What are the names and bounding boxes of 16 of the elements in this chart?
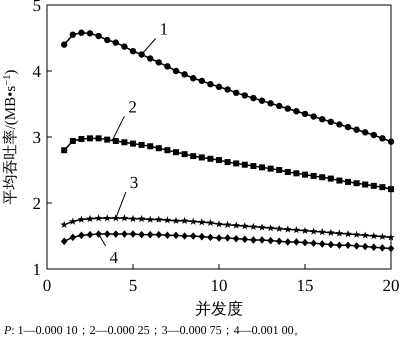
x-axis-title: 并发度 bbox=[195, 300, 243, 318]
annotation: 1 bbox=[160, 20, 168, 38]
annotation: 4 bbox=[110, 248, 119, 268]
y-tick-label: 3 bbox=[32, 128, 41, 147]
text: P: 1—0.000 10；2—0.000 25；3—0.000 75；4—0.001 00。 bbox=[3, 323, 306, 337]
annotation: 2 bbox=[128, 97, 137, 116]
x-tick-label: 10 bbox=[210, 276, 228, 295]
y-tick-label: 2 bbox=[32, 194, 41, 213]
x-tick-label: 20 bbox=[382, 276, 400, 295]
y-tick-label: 5 bbox=[32, 0, 41, 15]
y-tick-label: 4 bbox=[32, 62, 42, 81]
x-tick-label: 5 bbox=[128, 276, 138, 295]
annotation: 3 bbox=[130, 173, 138, 192]
y-tick-label: 1 bbox=[32, 260, 41, 279]
x-tick-label: 15 bbox=[296, 276, 314, 295]
x-tick-label: 0 bbox=[42, 276, 52, 295]
